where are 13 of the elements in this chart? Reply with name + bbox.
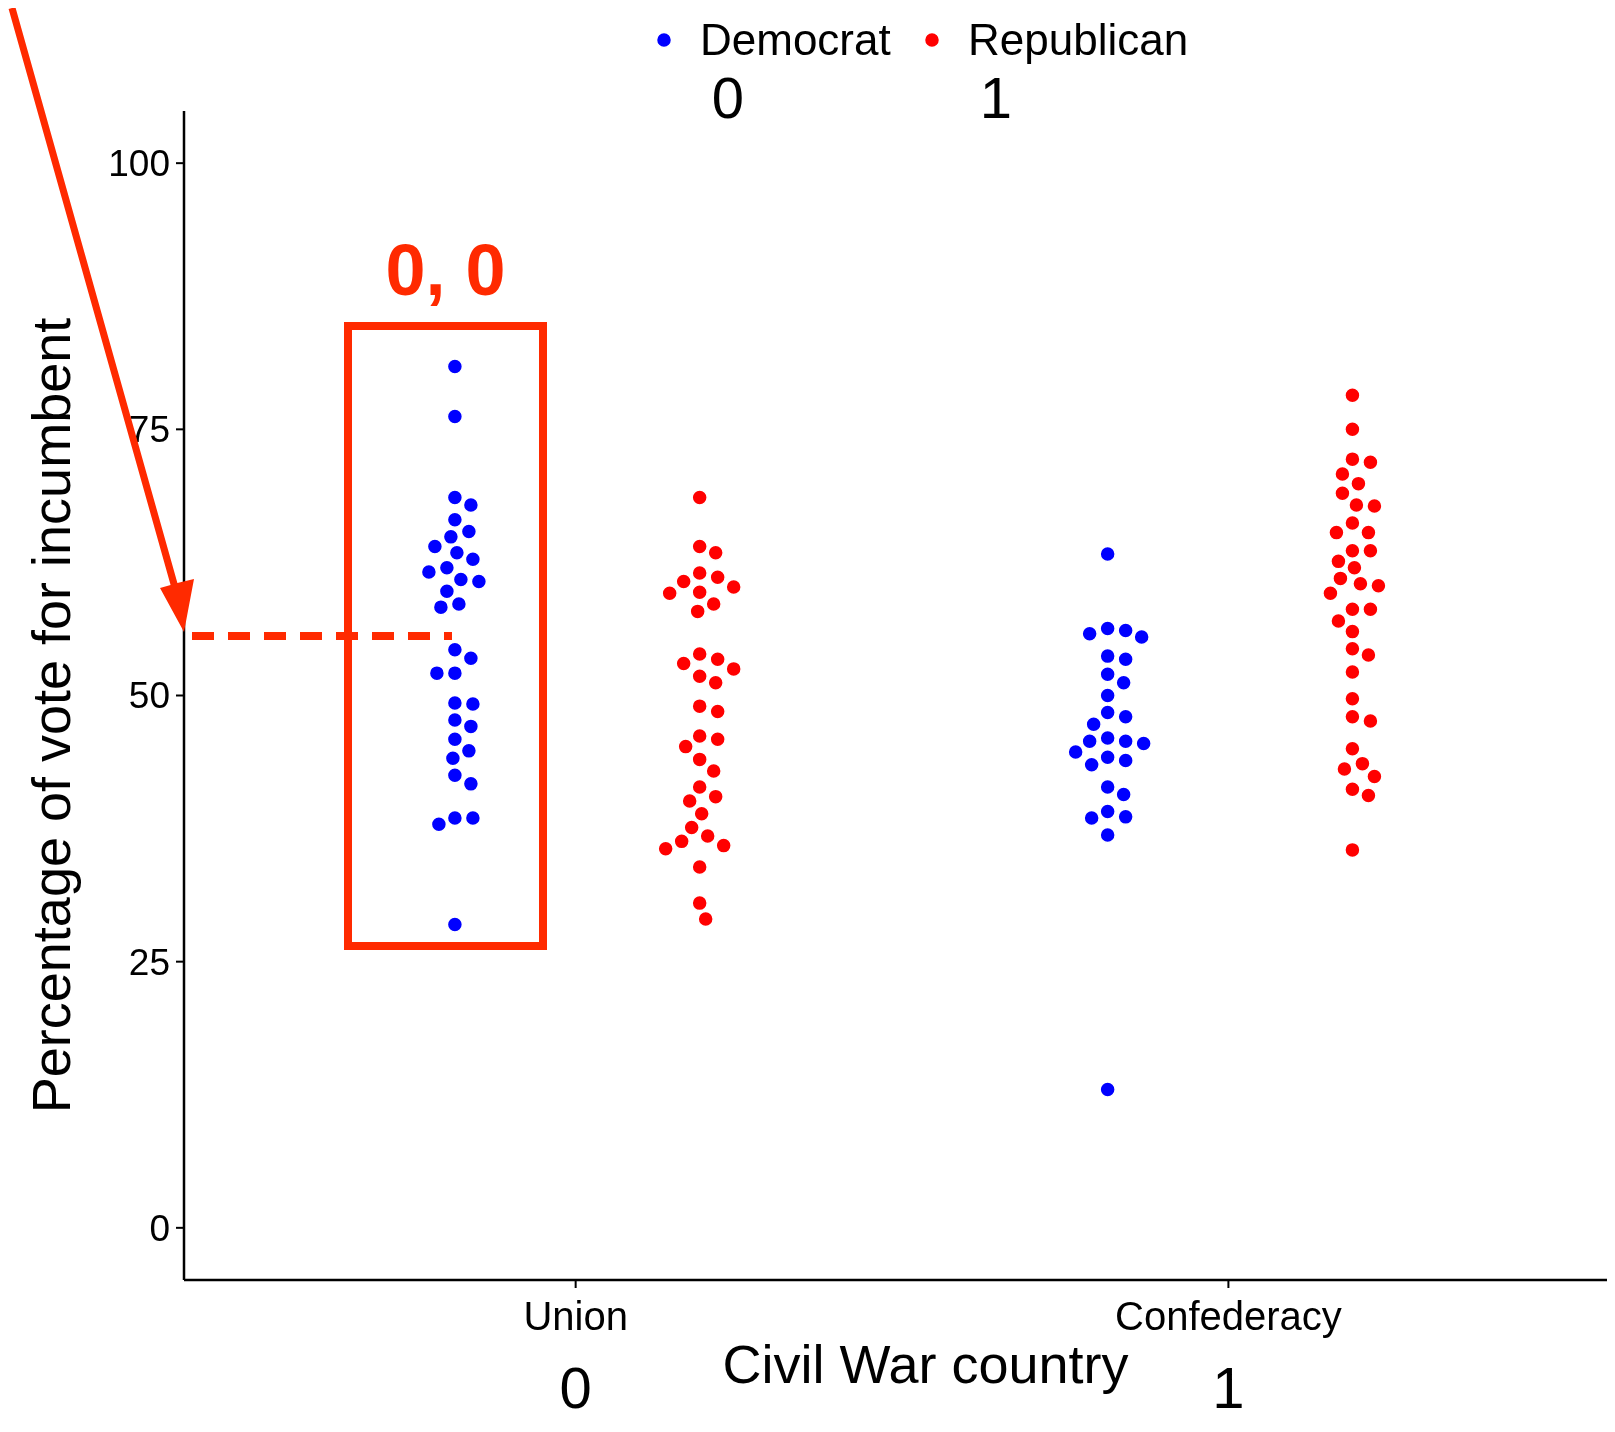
y-tick-label: 25	[128, 941, 170, 983]
y-axis-title: Percentage of vote for incumbent	[21, 317, 81, 1114]
x-tick-label: Union	[523, 1294, 628, 1338]
legend-label: Democrat	[700, 15, 891, 65]
y-tick-label: 100	[108, 143, 170, 185]
annotation: 0	[711, 65, 745, 130]
text: 1	[1212, 1355, 1245, 1420]
text: 0	[559, 1355, 592, 1420]
y-tick-label: 0	[149, 1207, 170, 1249]
legend-label: Republican	[968, 15, 1189, 65]
y-tick-label: 50	[128, 675, 170, 717]
annotation: 1	[979, 65, 1013, 130]
annotation: 0, 0	[385, 230, 506, 310]
